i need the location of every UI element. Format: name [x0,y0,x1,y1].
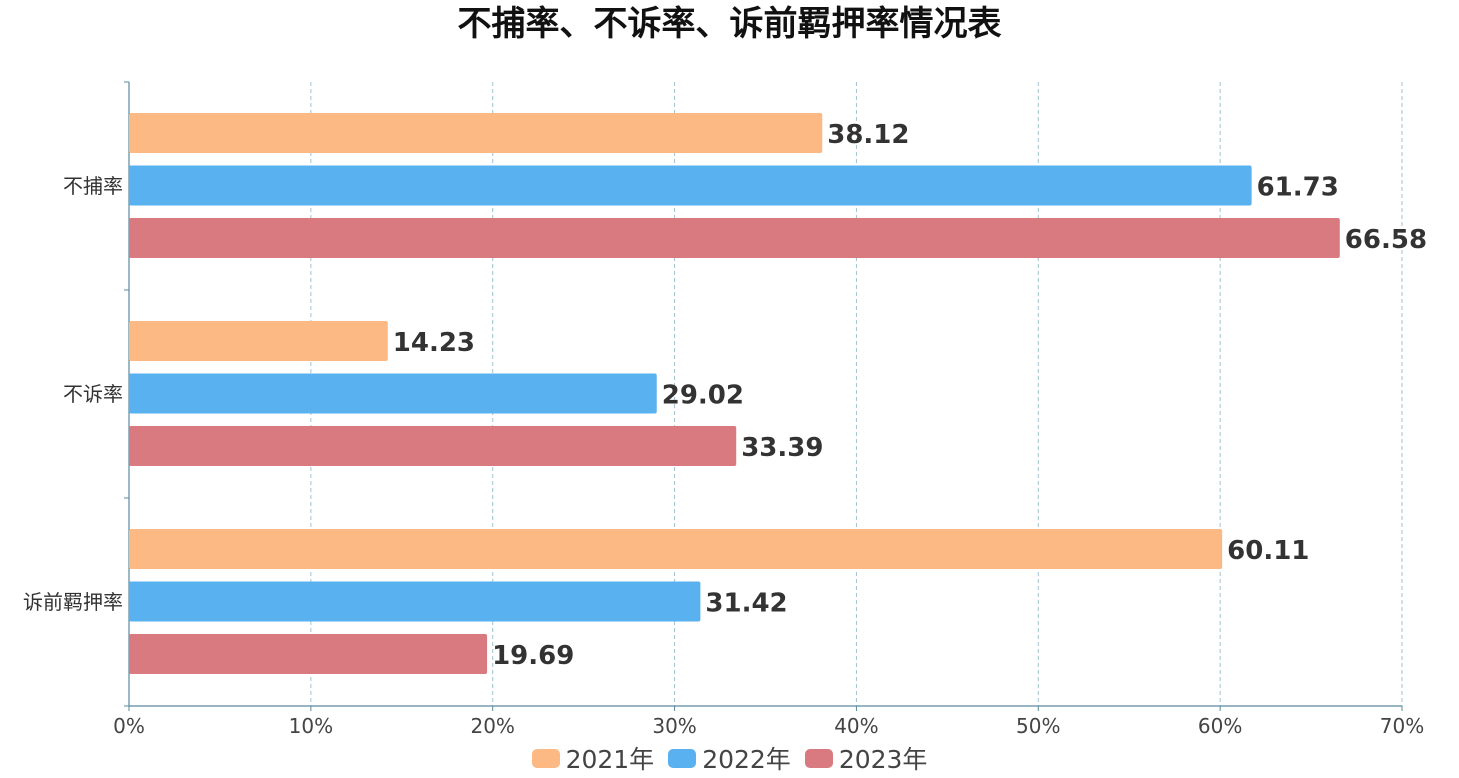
data-label: 29.02 [662,381,744,411]
legend-item-2022[interactable]: 2022年 [668,740,791,776]
bar [129,218,1340,258]
bar [129,113,823,153]
legend-swatch-2022 [668,748,697,768]
x-tick-label: 70% [1380,714,1424,738]
bar [129,321,388,361]
legend-label-2022: 2022年 [702,745,791,774]
data-label: 38.12 [827,120,909,150]
legend-label-2023: 2023年 [838,745,928,774]
data-label: 60.11 [1227,536,1309,566]
data-label: 33.39 [741,433,823,463]
bar [129,165,1252,206]
bar [129,426,737,466]
legend: 2021年 2022年 2023年 [0,740,1459,776]
legend-item-2021[interactable]: 2021年 [531,740,655,776]
legend-swatch-2021 [531,748,560,768]
y-category-label: 不诉率 [63,382,123,406]
data-label: 61.73 [1257,173,1339,203]
x-tick-label: 50% [1016,714,1060,738]
y-category-label: 诉前羁押率 [23,590,123,614]
legend-label-2021: 2021年 [565,745,655,774]
legend-item-2023[interactable]: 2023年 [804,740,928,776]
data-label: 19.69 [492,641,574,671]
y-category-label: 不捕率 [63,174,123,198]
x-tick-label: 40% [834,714,878,738]
data-label: 31.42 [705,589,787,619]
x-tick-label: 20% [470,714,514,738]
data-label: 66.58 [1345,225,1427,255]
bar [129,373,657,414]
bar [129,634,488,674]
bar [129,581,701,622]
chart-title: 不捕率、不诉率、诉前羁押率情况表 [457,4,1002,44]
x-tick-label: 30% [652,714,696,738]
x-tick-label: 60% [1198,714,1242,738]
legend-swatch-2023 [804,748,833,768]
x-tick-label: 0% [113,714,145,738]
x-tick-label: 10% [289,714,333,738]
bar [129,529,1223,569]
data-label: 14.23 [393,328,475,358]
